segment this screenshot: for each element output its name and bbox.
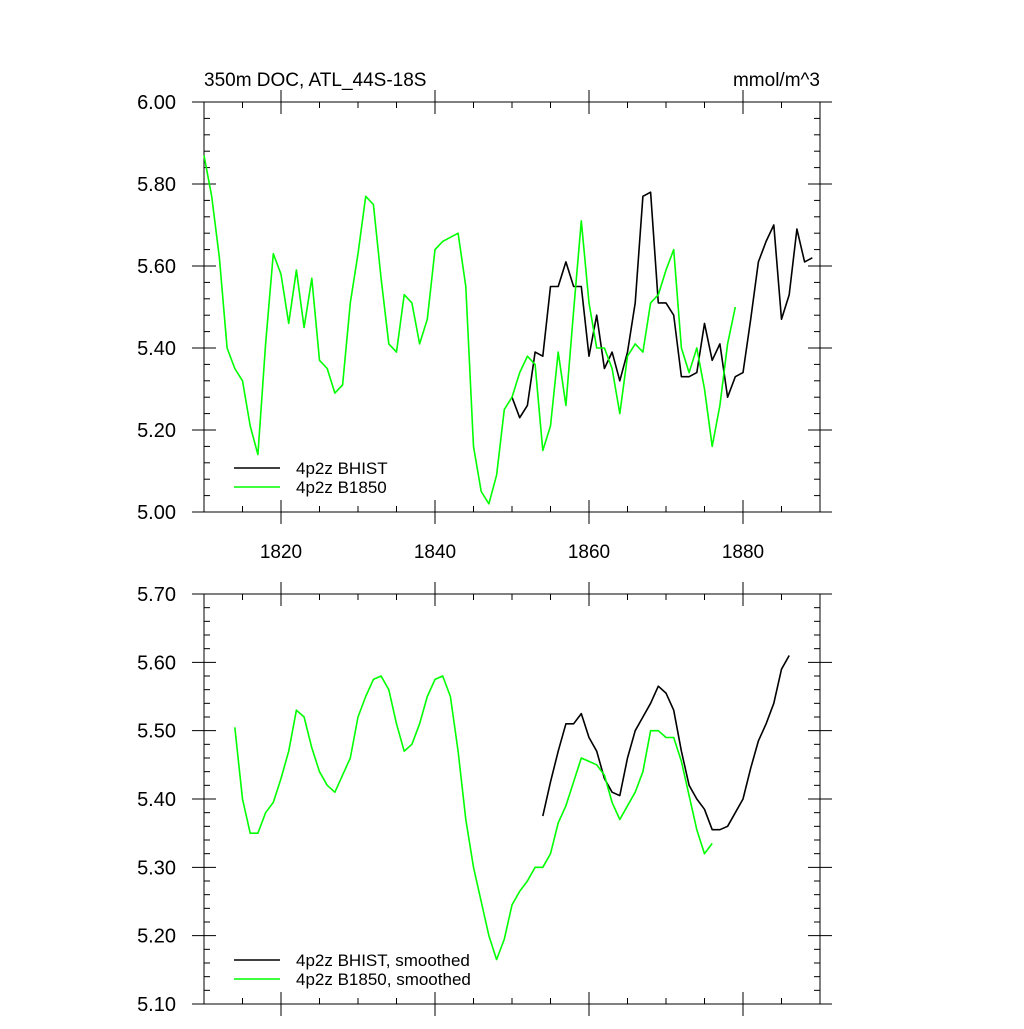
y-tick-label: 5.60 [137, 652, 176, 674]
y-tick-label: 5.40 [137, 338, 176, 360]
y-tick-label: 5.20 [137, 420, 176, 442]
x-tick-label: 1840 [414, 542, 456, 563]
y-tick-label: 5.80 [137, 174, 176, 196]
y-tick-label: 5.70 [137, 584, 176, 606]
y-tick-label: 5.40 [137, 789, 176, 811]
legend-label-b1850: 4p2z B1850 [296, 478, 387, 497]
x-tick-label: 1860 [568, 542, 610, 563]
series-line-b1850 [203, 155, 737, 505]
plot-frame [203, 101, 821, 513]
series-line-bhist [511, 191, 813, 419]
x-tick-label: 1880 [722, 542, 764, 563]
plot-frame [203, 593, 821, 1005]
chart-title: 350m DOC, ATL_44S-18S [204, 70, 426, 91]
legend-label-b1850: 4p2z B1850, smoothed [296, 970, 471, 989]
top-panel: 1820 1840 1860 1880 5.00 5.20 5.40 5.60 5.80 6.00… [137, 90, 832, 563]
series-line-b1850 [234, 675, 713, 961]
y-tick-label: 5.00 [137, 502, 176, 524]
y-tick-label: 6.00 [137, 92, 176, 114]
y-tick-label: 5.50 [137, 721, 176, 743]
x-tick-label: 1820 [260, 542, 302, 563]
units-label: mmol/m^3 [733, 70, 820, 91]
legend-label-bhist: 4p2z BHIST, smoothed [296, 951, 470, 970]
legend-label-bhist: 4p2z BHIST [296, 459, 388, 478]
y-tick-label: 5.60 [137, 256, 176, 278]
y-tick-label: 5.20 [137, 926, 176, 948]
y-tick-label: 5.30 [137, 857, 176, 879]
y-tick-label: 5.10 [137, 994, 176, 1016]
bottom-panel: 5.10 5.20 5.30 5.40 5.50 5.60 5.70 4p2z BHIST, … [137, 582, 832, 1016]
series-line-bhist [542, 655, 790, 831]
